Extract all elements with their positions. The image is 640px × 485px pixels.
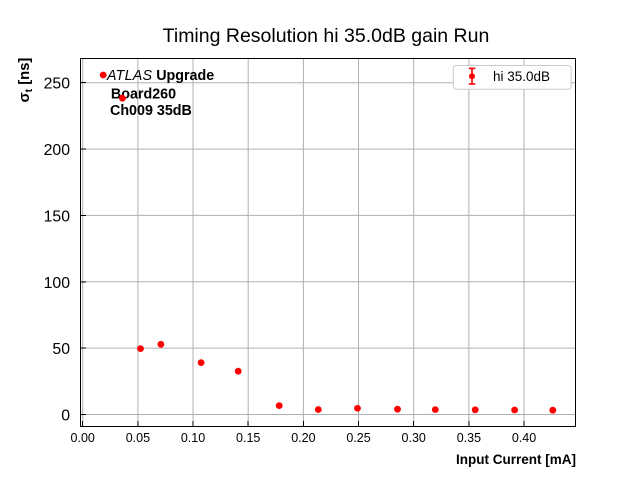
svg-text:σt [ns]: σt [ns] xyxy=(17,58,35,103)
svg-text:Input Current [mA]: Input Current [mA] xyxy=(456,452,576,467)
svg-text:0.10: 0.10 xyxy=(181,431,205,445)
svg-text:0.05: 0.05 xyxy=(126,431,150,445)
svg-text:150: 150 xyxy=(44,208,71,225)
svg-text:0.00: 0.00 xyxy=(71,431,95,445)
svg-text:0.35: 0.35 xyxy=(457,431,481,445)
svg-text:ATLAS: ATLAS xyxy=(106,68,152,84)
svg-text:Timing Resolution hi 35.0dB ga: Timing Resolution hi 35.0dB gain Run xyxy=(163,25,490,47)
svg-text:hi 35.0dB: hi 35.0dB xyxy=(493,69,550,84)
svg-text:Upgrade: Upgrade xyxy=(156,68,214,84)
svg-text:0.25: 0.25 xyxy=(346,431,370,445)
svg-text:250: 250 xyxy=(44,76,71,93)
svg-text:0: 0 xyxy=(61,408,70,425)
svg-text:0.20: 0.20 xyxy=(291,431,315,445)
svg-text:Ch009 35dB: Ch009 35dB xyxy=(110,103,192,119)
svg-text:50: 50 xyxy=(52,341,70,358)
svg-text:0.15: 0.15 xyxy=(236,431,260,445)
svg-text:100: 100 xyxy=(44,275,71,292)
svg-text:0.40: 0.40 xyxy=(512,431,536,445)
svg-text:0.30: 0.30 xyxy=(402,431,426,445)
svg-text:200: 200 xyxy=(44,142,71,159)
